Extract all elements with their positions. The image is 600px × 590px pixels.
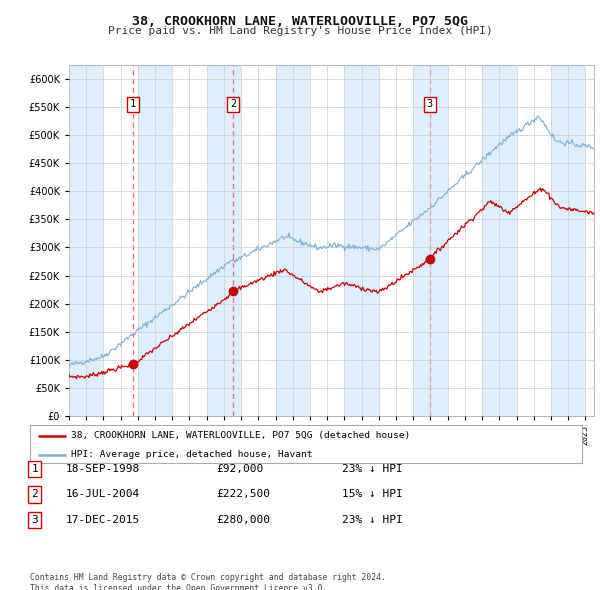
Text: 16-JUL-2004: 16-JUL-2004 — [66, 490, 140, 499]
Text: Price paid vs. HM Land Registry's House Price Index (HPI): Price paid vs. HM Land Registry's House … — [107, 26, 493, 36]
Text: £222,500: £222,500 — [216, 490, 270, 499]
Text: 23% ↓ HPI: 23% ↓ HPI — [342, 515, 403, 525]
Bar — [344, 65, 379, 416]
Text: 1: 1 — [130, 99, 136, 109]
Text: 1: 1 — [31, 464, 38, 474]
Text: 2: 2 — [31, 490, 38, 499]
Text: £92,000: £92,000 — [216, 464, 263, 474]
Text: 23% ↓ HPI: 23% ↓ HPI — [342, 464, 403, 474]
Text: Contains HM Land Registry data © Crown copyright and database right 2024.
This d: Contains HM Land Registry data © Crown c… — [30, 573, 386, 590]
Bar — [69, 65, 103, 416]
Bar — [482, 65, 517, 416]
Bar — [551, 65, 586, 416]
Text: 15% ↓ HPI: 15% ↓ HPI — [342, 490, 403, 499]
Text: 18-SEP-1998: 18-SEP-1998 — [66, 464, 140, 474]
Text: 3: 3 — [427, 99, 433, 109]
Text: HPI: Average price, detached house, Havant: HPI: Average price, detached house, Hava… — [71, 450, 313, 459]
Text: 17-DEC-2015: 17-DEC-2015 — [66, 515, 140, 525]
Text: 38, CROOKHORN LANE, WATERLOOVILLE, PO7 5QG (detached house): 38, CROOKHORN LANE, WATERLOOVILLE, PO7 5… — [71, 431, 410, 440]
Text: £280,000: £280,000 — [216, 515, 270, 525]
Text: 3: 3 — [31, 515, 38, 525]
Text: 2: 2 — [230, 99, 236, 109]
Bar — [275, 65, 310, 416]
Bar — [413, 65, 448, 416]
Bar — [138, 65, 172, 416]
Text: 38, CROOKHORN LANE, WATERLOOVILLE, PO7 5QG: 38, CROOKHORN LANE, WATERLOOVILLE, PO7 5… — [132, 15, 468, 28]
Bar — [207, 65, 241, 416]
